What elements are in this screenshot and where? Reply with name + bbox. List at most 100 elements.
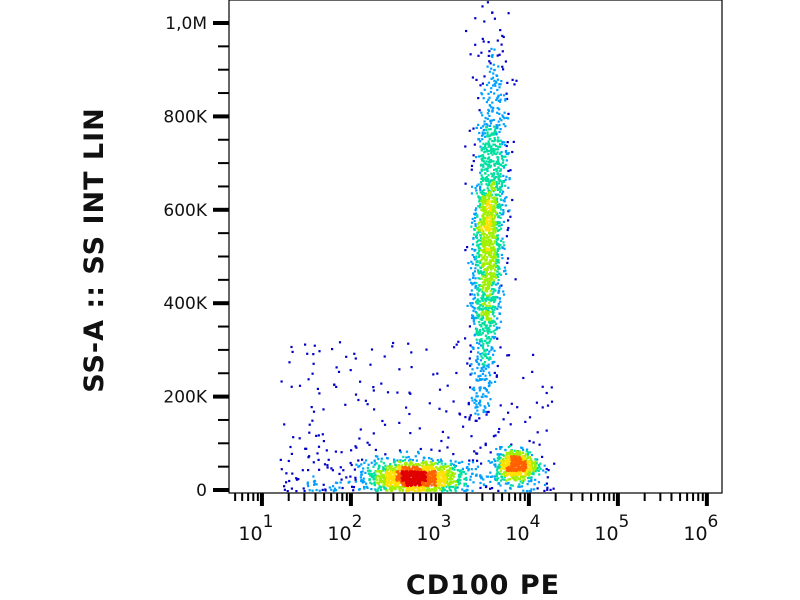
event-dot (487, 459, 490, 463)
event-dot (390, 465, 393, 468)
event-dot (479, 185, 482, 188)
event-dot (487, 282, 490, 285)
event-dot (480, 51, 483, 54)
event-dot (332, 485, 335, 488)
event-dot (389, 487, 392, 491)
event-dot (514, 450, 518, 453)
event-dot (477, 294, 480, 297)
event-dot (534, 467, 537, 470)
event-dot (534, 478, 537, 481)
event-dot (528, 469, 532, 472)
event-dot (494, 197, 497, 200)
event-dot (509, 423, 512, 426)
event-dot (538, 443, 541, 446)
x-tick-exponent: 2 (352, 512, 363, 532)
event-dot (487, 366, 490, 369)
event-dot (341, 486, 344, 490)
event-dot (439, 474, 442, 477)
event-dot (510, 469, 513, 472)
event-dot (398, 478, 401, 481)
event-dot (387, 471, 390, 474)
event-dot (505, 464, 508, 467)
event-dot (374, 455, 378, 458)
event-dot (491, 218, 494, 221)
event-dot (491, 150, 495, 153)
event-dot (489, 277, 492, 280)
event-dot (312, 362, 315, 365)
event-dot (488, 304, 491, 307)
event-dot (517, 472, 520, 475)
event-dot (383, 355, 386, 358)
event-dot (493, 177, 496, 180)
event-dot (480, 317, 483, 320)
event-dot (401, 483, 404, 486)
event-dot (424, 474, 427, 477)
event-dot (489, 137, 492, 141)
event-dot (478, 206, 481, 209)
event-dot (473, 296, 476, 299)
event-dot (485, 101, 488, 104)
event-dot (492, 283, 495, 286)
event-dot (414, 481, 417, 484)
event-dot (492, 140, 495, 143)
event-dot (380, 472, 383, 475)
event-dot (493, 220, 496, 224)
event-dot (476, 316, 479, 320)
event-dot (493, 136, 496, 140)
event-dot (489, 164, 492, 167)
event-dot (495, 238, 499, 241)
event-dot (546, 486, 549, 489)
event-dot (442, 477, 445, 481)
event-dot (521, 451, 525, 454)
event-dot (384, 480, 387, 483)
event-dot (495, 474, 499, 478)
event-dot (373, 408, 376, 411)
event-dot (486, 268, 489, 271)
event-dot (493, 308, 496, 311)
event-dot (365, 485, 368, 488)
event-dot (471, 388, 474, 391)
event-dot (498, 188, 501, 191)
event-dot (395, 483, 398, 486)
event-dot (492, 204, 496, 207)
event-dot (494, 152, 497, 155)
event-dot (477, 155, 480, 158)
event-dot (498, 145, 502, 148)
event-dot (506, 228, 509, 232)
event-dot (536, 458, 539, 461)
event-dot (375, 462, 378, 465)
event-dot (501, 461, 504, 464)
event-dot (494, 257, 497, 260)
x-tick-exponent: 4 (530, 512, 541, 532)
event-dot (418, 483, 421, 486)
event-dot (482, 353, 485, 356)
event-dot (445, 473, 448, 476)
event-dot (283, 488, 286, 491)
x-tick-exponent: 1 (263, 512, 274, 532)
event-dot (490, 67, 493, 70)
event-dot (494, 305, 497, 308)
event-dot (432, 467, 435, 470)
event-dot (522, 376, 525, 380)
event-dot (472, 386, 475, 389)
event-dot (506, 141, 509, 144)
event-dot (487, 81, 490, 84)
event-dot (304, 447, 307, 450)
event-dot (416, 481, 419, 484)
event-dot (498, 228, 501, 232)
event-dot (498, 427, 501, 431)
event-dot (500, 188, 503, 191)
event-dot (392, 472, 395, 475)
event-dot (497, 471, 500, 474)
event-dot (491, 362, 494, 365)
event-dot (480, 325, 483, 328)
event-dot (387, 480, 390, 483)
event-dot (515, 469, 518, 473)
event-dot (357, 465, 360, 468)
event-dot (461, 488, 464, 491)
event-dot (410, 489, 413, 492)
event-dot (469, 364, 472, 367)
event-dot (322, 483, 325, 486)
event-dot (433, 468, 436, 471)
event-dot (534, 460, 537, 463)
